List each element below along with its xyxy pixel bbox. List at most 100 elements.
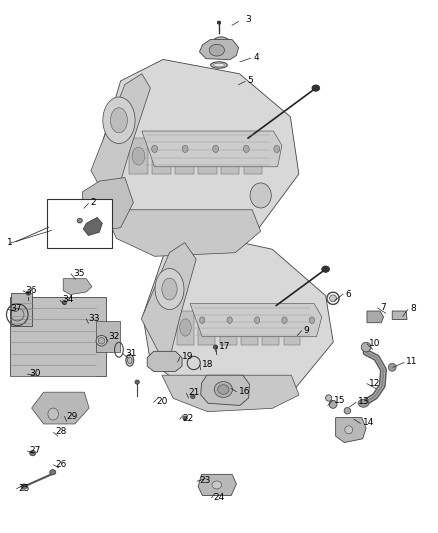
Ellipse shape [155, 147, 168, 165]
Bar [177, 311, 194, 345]
Ellipse shape [212, 481, 222, 489]
Polygon shape [367, 311, 384, 322]
Ellipse shape [218, 385, 229, 394]
Ellipse shape [132, 147, 145, 165]
Ellipse shape [389, 364, 396, 371]
Ellipse shape [127, 357, 132, 364]
Ellipse shape [178, 147, 191, 165]
Polygon shape [162, 375, 299, 411]
Ellipse shape [214, 382, 233, 398]
Ellipse shape [250, 183, 271, 208]
Text: 32: 32 [108, 332, 120, 341]
Polygon shape [198, 474, 237, 496]
Text: 36: 36 [25, 286, 37, 295]
Ellipse shape [247, 147, 259, 165]
Text: 8: 8 [410, 304, 416, 313]
Ellipse shape [162, 278, 177, 300]
Polygon shape [141, 243, 196, 368]
Bar [129, 138, 148, 174]
Polygon shape [147, 351, 182, 372]
Text: 27: 27 [30, 446, 41, 455]
Bar [47, 199, 113, 248]
Ellipse shape [200, 317, 205, 324]
Text: 19: 19 [182, 352, 194, 361]
Text: 4: 4 [254, 53, 259, 62]
Bar [262, 311, 279, 345]
Ellipse shape [223, 319, 234, 336]
Ellipse shape [191, 394, 195, 399]
Ellipse shape [358, 399, 369, 407]
Bar [244, 138, 262, 174]
Ellipse shape [282, 317, 287, 324]
Text: 5: 5 [247, 76, 253, 85]
Ellipse shape [286, 319, 298, 336]
Polygon shape [32, 392, 89, 424]
Text: 34: 34 [62, 295, 74, 304]
Text: 25: 25 [19, 483, 30, 492]
Ellipse shape [201, 319, 212, 336]
Ellipse shape [152, 146, 158, 152]
Ellipse shape [212, 37, 231, 53]
Ellipse shape [265, 319, 276, 336]
Text: 20: 20 [156, 397, 167, 406]
Text: 23: 23 [199, 476, 211, 485]
Polygon shape [63, 279, 92, 295]
Ellipse shape [312, 85, 320, 91]
Text: 3: 3 [245, 15, 251, 25]
Ellipse shape [21, 484, 27, 489]
Text: 15: 15 [334, 396, 346, 405]
Ellipse shape [224, 147, 237, 165]
Ellipse shape [217, 21, 221, 24]
Ellipse shape [135, 380, 139, 384]
Polygon shape [143, 236, 333, 402]
Ellipse shape [30, 450, 36, 456]
Ellipse shape [361, 342, 371, 352]
Ellipse shape [62, 301, 67, 305]
Text: 12: 12 [369, 378, 381, 387]
Ellipse shape [322, 266, 329, 272]
Polygon shape [199, 39, 239, 60]
Ellipse shape [309, 317, 314, 324]
Ellipse shape [214, 63, 224, 67]
Text: 1: 1 [7, 238, 12, 247]
Text: 13: 13 [358, 397, 370, 406]
Bar [221, 138, 240, 174]
Ellipse shape [344, 408, 351, 414]
Polygon shape [336, 418, 366, 442]
Ellipse shape [274, 146, 280, 152]
Text: 33: 33 [88, 314, 100, 323]
Ellipse shape [329, 400, 337, 408]
Ellipse shape [103, 97, 135, 143]
Text: 11: 11 [406, 358, 418, 367]
Ellipse shape [49, 470, 56, 475]
Ellipse shape [48, 408, 58, 420]
Text: 30: 30 [30, 369, 41, 378]
Ellipse shape [211, 62, 227, 68]
Text: 28: 28 [56, 427, 67, 437]
Text: 7: 7 [380, 303, 386, 312]
Ellipse shape [183, 416, 187, 420]
Ellipse shape [254, 317, 260, 324]
Polygon shape [392, 311, 407, 319]
Text: 9: 9 [304, 326, 310, 335]
Ellipse shape [345, 426, 353, 434]
Text: 6: 6 [345, 289, 351, 298]
Polygon shape [142, 131, 282, 167]
Text: 35: 35 [73, 269, 85, 278]
Ellipse shape [201, 147, 214, 165]
Ellipse shape [243, 146, 249, 152]
Text: 10: 10 [369, 339, 381, 348]
Ellipse shape [325, 395, 332, 401]
Ellipse shape [26, 291, 31, 295]
Ellipse shape [213, 345, 218, 349]
Ellipse shape [209, 44, 224, 56]
Ellipse shape [213, 146, 219, 152]
Polygon shape [104, 210, 261, 256]
Text: 22: 22 [182, 414, 193, 423]
Text: 26: 26 [56, 460, 67, 469]
Bar [10, 297, 106, 376]
Bar [175, 138, 194, 174]
Ellipse shape [96, 335, 107, 346]
Text: 18: 18 [201, 360, 213, 369]
Ellipse shape [77, 218, 82, 223]
